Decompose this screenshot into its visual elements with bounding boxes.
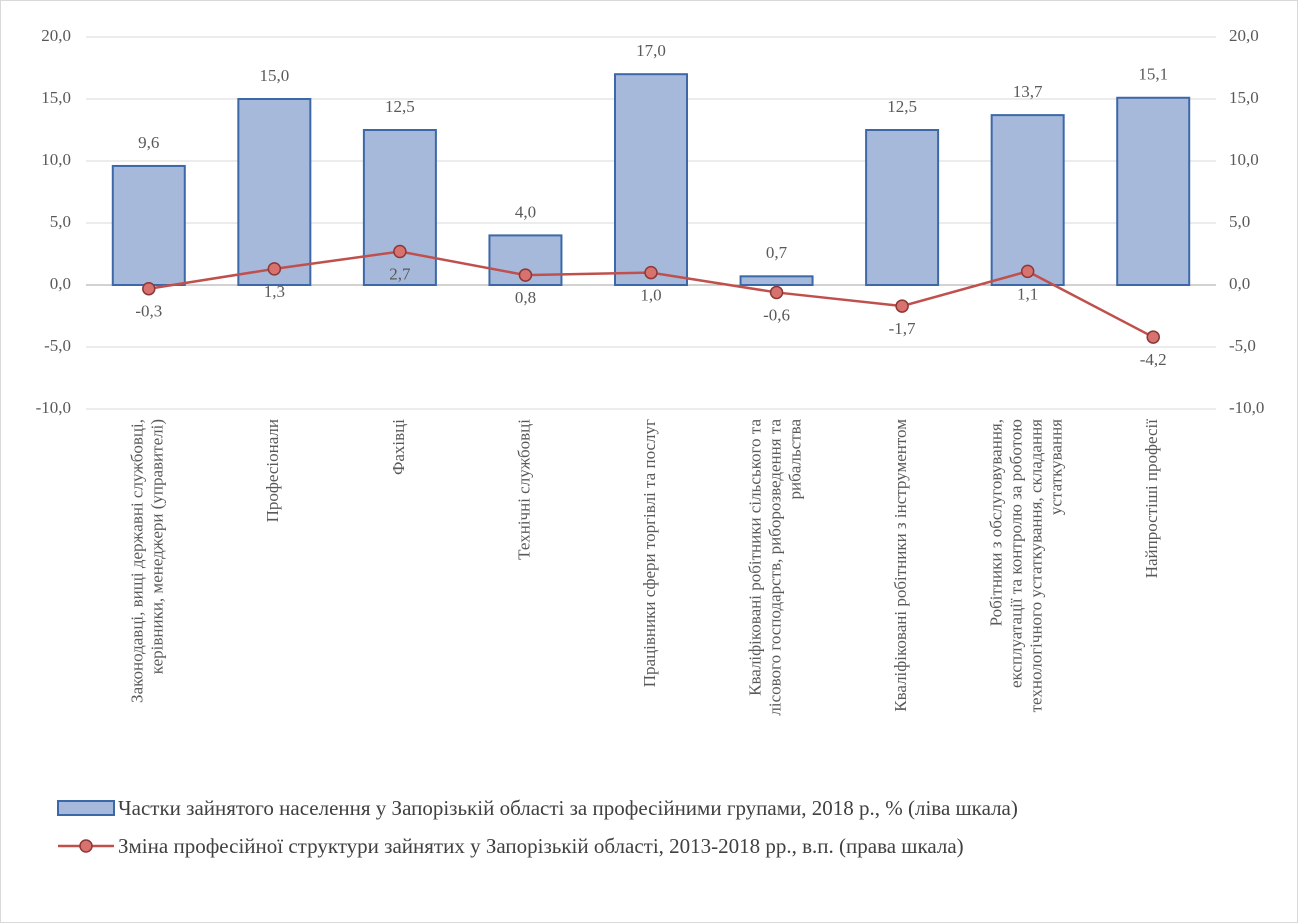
- chart: -10,0 -5,0 0,0 5,0 10,0 15,0 20,0 -10,0 -5,0 0,0 5…: [36, 26, 1265, 716]
- legend-icon: [58, 839, 114, 853]
- x-tick-label: керівники, менеджери (управителі): [148, 419, 167, 674]
- line-value-label: -0,3: [135, 302, 162, 321]
- x-tick-label: рибальства: [785, 419, 804, 500]
- line-marker: [267, 262, 282, 276]
- bar-value-label: 15,1: [1138, 65, 1168, 84]
- bar: [362, 129, 437, 286]
- line-value-label: 2,7: [389, 264, 411, 283]
- legend-label: Зміна професійної структури зайнятих у З…: [118, 834, 964, 858]
- line-marker: [644, 265, 658, 280]
- line-marker: [393, 244, 407, 259]
- bar: [111, 164, 186, 287]
- bar: [739, 275, 814, 287]
- line-value-label: 0,8: [515, 288, 536, 307]
- x-tick-label: Кваліфіковані робітники сільського та: [745, 419, 764, 696]
- y-tick-label: 10,0: [41, 150, 71, 169]
- bar-value-label: 15,0: [259, 66, 289, 85]
- y-tick-label: -10,0: [36, 398, 71, 417]
- legend-marker: [79, 839, 93, 853]
- line-marker: [518, 268, 533, 282]
- x-tick-label: Законодавці, вищі державні службовці,: [128, 419, 147, 703]
- bar-value-label: 0,7: [766, 243, 788, 262]
- legend-label: Частки зайнятого населення у Запорізькій…: [118, 796, 1018, 820]
- x-tick-label: Професіонали: [263, 419, 282, 522]
- x-tick-label: Технічні службовці: [514, 419, 533, 560]
- x-tick-label: Кваліфіковані робітники з інструментом: [891, 419, 910, 712]
- line-value-label: -1,7: [889, 319, 916, 338]
- bar-value-label: 12,5: [385, 97, 415, 116]
- y2-tick-label: 5,0: [1229, 212, 1250, 231]
- x-tick-label: Робітники з обслуговування,: [987, 419, 1006, 626]
- x-tick-label: Працівники сфери торгівлі та послуг: [640, 419, 659, 687]
- legend: Частки зайнятого населення у Запорізькій…: [56, 794, 1256, 870]
- x-tick-label: Найпростіші професії: [1142, 419, 1161, 579]
- y-tick-label: -5,0: [44, 336, 71, 355]
- y-tick-label: 0,0: [50, 274, 71, 293]
- legend-entry: Частки зайнятого населення у Запорізькій…: [56, 794, 1256, 822]
- line-marker: [142, 281, 156, 296]
- line-value-label: 1,3: [264, 282, 285, 301]
- x-tick-label: лісового господарств, риборозведення та: [765, 419, 784, 716]
- bar-value-label: 13,7: [1013, 82, 1043, 101]
- y-tick-label: 5,0: [50, 212, 71, 231]
- bar: [1116, 96, 1191, 287]
- line-marker: [895, 299, 909, 313]
- bar-value-label: 12,5: [887, 97, 917, 116]
- bar-value-label: 17,0: [636, 41, 666, 60]
- bar: [614, 73, 688, 286]
- legend-icon: [57, 800, 115, 816]
- line-value-label: 1,1: [1017, 284, 1038, 303]
- x-tick-label: устаткування: [1047, 419, 1066, 515]
- y2-tick-label: 15,0: [1229, 88, 1259, 107]
- line-marker: [1146, 330, 1160, 344]
- bar-value-label: 9,6: [138, 133, 159, 152]
- bar: [990, 114, 1065, 287]
- legend-swatch: [57, 800, 115, 816]
- x-tick-label: експлуатації та контролю за роботою: [1007, 419, 1026, 688]
- y2-tick-label: 10,0: [1229, 150, 1259, 169]
- line-marker: [769, 285, 784, 300]
- line-value-label: 1,0: [640, 286, 661, 305]
- line-value-label: -4,2: [1140, 350, 1167, 369]
- y2-tick-label: -5,0: [1229, 336, 1256, 355]
- y-tick-label: 20,0: [41, 26, 71, 45]
- bar: [865, 129, 940, 286]
- x-tick-label: Фахівці: [389, 419, 408, 475]
- y-tick-label: 15,0: [41, 88, 71, 107]
- y2-tick-label: 0,0: [1229, 274, 1250, 293]
- y2-tick-label: 20,0: [1229, 26, 1259, 45]
- legend-entry: Зміна професійної структури зайнятих у З…: [56, 832, 1256, 860]
- x-tick-label: технологічного устаткування, складання: [1027, 419, 1046, 713]
- line-value-label: -0,6: [763, 305, 790, 324]
- bar-value-label: 4,0: [515, 202, 536, 221]
- y2-tick-label: -10,0: [1229, 398, 1264, 417]
- bar: [237, 98, 312, 286]
- line-marker: [1020, 264, 1035, 279]
